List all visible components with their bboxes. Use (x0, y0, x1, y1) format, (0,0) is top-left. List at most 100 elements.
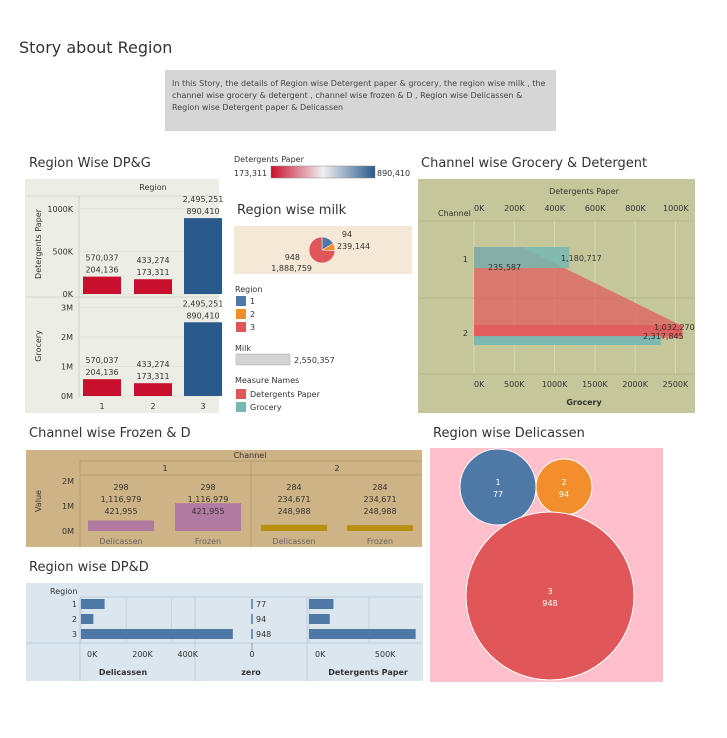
rdpd-zero-label: 77 (256, 600, 266, 609)
rdel-bubble-region: 2 (561, 478, 566, 487)
rdpd-title: Region wise DP&D (29, 560, 149, 575)
cgd-row-label: 2 (463, 329, 468, 338)
milk-legend-value: 2,550,357 (294, 356, 335, 365)
cgd-top-tick: 1000K (663, 204, 689, 213)
cfd-x-tick: Frozen (367, 537, 393, 546)
cgd-top-tick: 800K (625, 204, 646, 213)
cfd-bar-label: 298 (113, 483, 128, 492)
cgd-grocery-label: 1,180,717 (561, 254, 602, 263)
cfd-ylabel: Value (34, 490, 43, 512)
cfd-bar-label: 1,116,979 (188, 495, 229, 504)
cfd-channel-label: 1 (162, 464, 167, 473)
cgd-top-tick: 0K (474, 204, 485, 213)
dpg-bar-label: 173,311 (136, 372, 169, 381)
region-legend-item: 2 (250, 310, 255, 319)
cgd-bottom-tick: 2000K (622, 380, 648, 389)
dpg-bar (184, 218, 222, 294)
rdpd-x-tick: 500K (375, 650, 396, 659)
cfd-bar (347, 525, 413, 531)
rdpd-axis-title: zero (241, 668, 261, 677)
measure-legend-item: Detergents Paper (250, 390, 321, 399)
rdpd-x-tick: 0K (315, 650, 326, 659)
region-legend-swatch (236, 309, 246, 319)
cgd-grocery-bar (474, 247, 570, 268)
rdpd-bar (81, 614, 94, 624)
rdel-bubble (465, 511, 635, 681)
rdpd-bar (81, 629, 233, 639)
region-legend-swatch (236, 322, 246, 332)
region-legend-item: 3 (250, 323, 255, 332)
dpg-bar-label: 2,495,251 (183, 299, 224, 308)
rdpd-row-label: 3 (72, 630, 77, 639)
cfd-bar-label: 248,988 (277, 507, 310, 516)
rdpd-axis-title: Delicassen (99, 668, 148, 677)
dpg-bar-label: 204,136 (85, 266, 118, 275)
cgd-top-tick: 400K (544, 204, 565, 213)
rdpd-bar (81, 599, 105, 609)
rdpd-zero-label: 948 (256, 630, 271, 639)
measure-legend-swatch (236, 402, 246, 412)
cgd-row-header: Channel (438, 209, 471, 218)
dpg-bar-label: 204,136 (85, 368, 118, 377)
cfd-bar-label: 248,988 (363, 507, 396, 516)
milk-label: 1,888,759 (271, 264, 312, 273)
cgd-grocery-bar (474, 336, 661, 345)
cgd-dp-label: 1,032,270 (654, 323, 695, 332)
milk-label: 94 (342, 230, 352, 239)
cgd-top-axis-title: Detergents Paper (549, 187, 620, 196)
cgd-row-label: 1 (463, 255, 468, 264)
cgd-dp-area (474, 247, 683, 338)
cfd-header: Channel (234, 451, 267, 460)
measure-legend-title: Measure Names (235, 376, 299, 385)
measure-legend-item: Grocery (250, 403, 282, 412)
rdel-bubble-value: 948 (542, 599, 557, 608)
dp-legend-max: 890,410 (377, 169, 410, 178)
dpg-bar-label: 890,410 (186, 311, 219, 320)
story-description: In this Story, the details of Region wis… (165, 70, 556, 131)
region-legend-title: Region (235, 285, 262, 294)
dpg-bar-label: 890,410 (186, 207, 219, 216)
rdpd-bar (309, 614, 330, 624)
cgd-top-tick: 200K (504, 204, 525, 213)
rdpd-x-tick: 400K (178, 650, 199, 659)
rdel-bubble (459, 448, 537, 526)
rdpd-x-tick: 0K (87, 650, 98, 659)
dpg-bar (134, 383, 172, 396)
dpg-y-tick: 0K (63, 290, 74, 299)
dpg-bar-label: 2,495,251 (183, 195, 224, 204)
cfd-y-tick: 1M (62, 502, 74, 511)
cfd-bar-label: 234,671 (363, 495, 396, 504)
rdpd-row-label: 2 (72, 615, 77, 624)
cfd-x-tick: Delicassen (272, 537, 315, 546)
cgd-dp-bar (474, 325, 683, 336)
cgd-title: Channel wise Grocery & Detergent (421, 156, 648, 171)
cgd-bottom-axis-title: Grocery (566, 398, 602, 407)
cfd-bar-label: 284 (286, 483, 301, 492)
milk-slice (308, 236, 336, 264)
rdel-bubble-value: 94 (559, 490, 569, 499)
milk-legend-title: Milk (235, 344, 251, 353)
cfd-y-tick: 2M (62, 477, 74, 486)
cfd-bar-label: 234,671 (277, 495, 310, 504)
milk-title: Region wise milk (237, 203, 347, 218)
dpg-y-tick: 500K (52, 247, 73, 256)
dpg-bar (83, 276, 121, 294)
rdel-bubble (535, 458, 593, 516)
milk-label: 948 (285, 253, 300, 262)
cgd-bottom-tick: 2500K (663, 380, 689, 389)
dpg-x-tick: 1 (99, 402, 104, 411)
cfd-bar (88, 520, 154, 531)
dp-legend-ramp (270, 165, 376, 179)
milk-label: 239,144 (337, 242, 370, 251)
milk-legend-bar (235, 353, 291, 366)
rdpd-x-tick: 0 (249, 650, 254, 659)
cfd-bar (261, 524, 327, 531)
rdpd-bar (309, 599, 334, 609)
cgd-dp-label: 235,587 (488, 263, 521, 272)
rdpd-row-header: Region (50, 587, 77, 596)
cgd-bottom-tick: 500K (504, 380, 525, 389)
rdpd-zero-label: 94 (256, 615, 266, 624)
rdel-bubble-value: 77 (493, 490, 503, 499)
cfd-x-tick: Frozen (195, 537, 221, 546)
